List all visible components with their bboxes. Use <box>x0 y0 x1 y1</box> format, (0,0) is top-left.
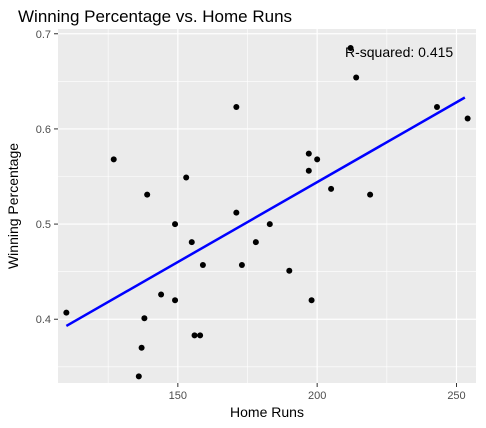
data-point <box>172 297 179 304</box>
data-point <box>135 373 142 380</box>
data-point <box>183 174 190 181</box>
data-point <box>266 221 273 228</box>
data-point <box>305 150 312 157</box>
data-point <box>138 344 145 351</box>
data-point <box>233 209 240 216</box>
data-points <box>63 45 471 380</box>
x-axis-ticks: 150 200 250 <box>169 383 466 402</box>
data-point <box>367 191 374 198</box>
data-point <box>305 167 312 174</box>
data-point <box>191 332 198 339</box>
data-point <box>328 185 335 192</box>
data-point <box>199 262 206 268</box>
data-point <box>433 104 440 111</box>
data-point <box>141 315 148 322</box>
data-point <box>308 297 315 304</box>
plot-panel <box>58 29 476 383</box>
data-point <box>172 221 179 228</box>
major-gridlines <box>58 29 476 383</box>
x-tick-label: 150 <box>169 390 187 402</box>
x-tick-label: 250 <box>447 390 465 402</box>
x-tick-label: 200 <box>308 390 326 402</box>
data-point <box>353 74 360 81</box>
data-point <box>238 262 245 268</box>
data-point <box>197 332 204 339</box>
minor-gridlines <box>58 29 476 383</box>
y-tick-label: 0.4 <box>36 314 51 326</box>
x-axis-title: Home Runs <box>230 404 304 420</box>
data-point <box>464 115 471 122</box>
regression-line <box>65 96 466 327</box>
data-point <box>63 309 70 316</box>
y-tick-label: 0.6 <box>36 124 51 136</box>
chart-title: Winning Percentage vs. Home Runs <box>18 7 292 26</box>
y-tick-label: 0.7 <box>36 29 51 41</box>
data-point <box>286 267 293 274</box>
y-tick-label: 0.5 <box>36 219 51 231</box>
y-axis-ticks: 0.4 0.5 0.6 0.7 <box>36 29 58 326</box>
data-point <box>314 156 321 163</box>
data-point <box>188 239 195 246</box>
data-point <box>233 104 240 111</box>
data-point <box>252 239 259 246</box>
data-point <box>110 156 117 163</box>
data-point <box>158 291 165 298</box>
r-squared-annotation: R-squared: 0.415 <box>345 44 453 60</box>
data-point <box>144 191 151 198</box>
data-point <box>347 45 354 52</box>
y-axis-title: Winning Percentage <box>5 143 21 269</box>
